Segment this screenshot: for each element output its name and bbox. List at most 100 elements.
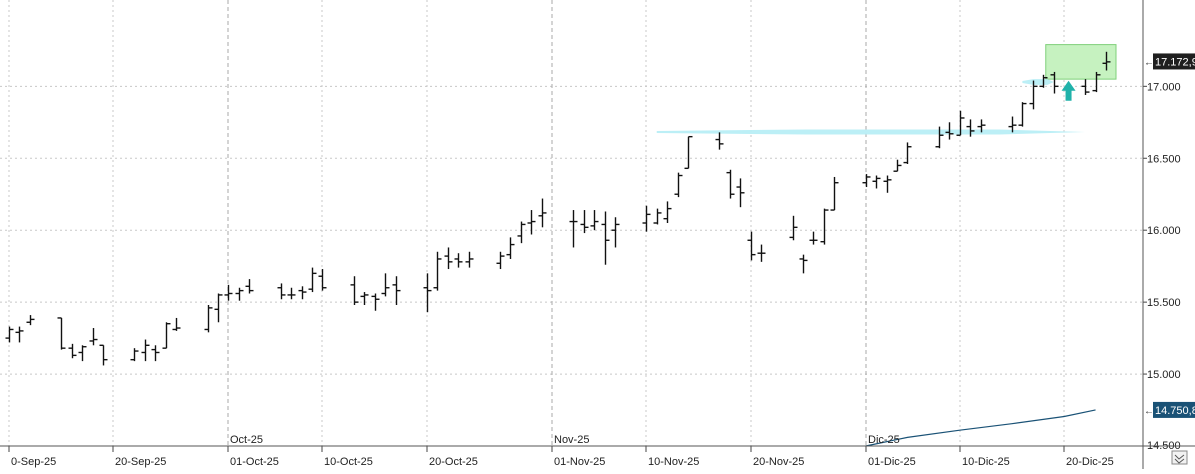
ohlc-bar (538, 198, 547, 228)
ohlc-bar (26, 315, 35, 326)
ohlc-bar (245, 279, 254, 294)
x-tick-label: 10-Nov-25 (648, 456, 699, 468)
support-zone (656, 129, 1086, 135)
ohlc-bar (966, 119, 975, 137)
ohlc-bar (862, 174, 871, 188)
ohlc-bar (444, 247, 453, 270)
moving-average-tag-pointer: ← (1144, 406, 1154, 417)
ohlc-bar (224, 284, 233, 301)
ohlc-bar (433, 251, 442, 291)
ohlc-bar (590, 210, 599, 231)
ohlc-bar (214, 293, 223, 323)
highlight-box (1045, 44, 1117, 80)
x-tick-label: 01-Nov-25 (554, 456, 605, 468)
ohlc-bar (642, 205, 651, 232)
ohlc-bar (162, 322, 171, 349)
ohlc-bar (5, 326, 14, 343)
x-tick-label: 10-Oct-25 (324, 456, 373, 468)
ohlc-bar (674, 172, 683, 198)
last-price-tag: ← 17.172,9 (1144, 53, 1195, 70)
moving-average-tag-label: 14.750,8 (1155, 405, 1195, 417)
ohlc-bar (945, 122, 954, 140)
ohlc-bar (820, 208, 829, 245)
moving-average-tag-box (1153, 401, 1195, 418)
moving-average-line (865, 409, 1096, 447)
last-price-tag-box (1153, 53, 1195, 70)
ohlc-bar (371, 293, 380, 311)
ohlc-bar (893, 159, 902, 172)
ohlc-bar (830, 176, 839, 211)
scale-toggle-icon-box (1171, 450, 1188, 465)
y-tick-label: 15.500 (1147, 297, 1181, 309)
ohlc-bar (903, 142, 912, 165)
ohlc-bar (1008, 116, 1017, 133)
ohlc-bar (360, 292, 369, 306)
ohlc-bar (1018, 102, 1027, 127)
ohlc-bar (350, 276, 359, 306)
ohlc-bar (68, 343, 77, 359)
ohlc-bar (1050, 71, 1059, 94)
ohlc-bar (89, 328, 98, 346)
ohlc-bar (1029, 80, 1038, 110)
ohlc-bar (151, 345, 160, 362)
ohlc-bar (809, 231, 818, 245)
y-tick-label: 17.000 (1147, 81, 1181, 93)
x-tick-label: 20-Oct-25 (429, 456, 478, 468)
ohlc-bar (883, 175, 892, 193)
ohlc-bar (653, 208, 662, 225)
ohlc-bar (204, 305, 213, 333)
resistance-zone (1022, 79, 1054, 85)
month-label: Nov-25 (554, 434, 589, 446)
ohlc-bar (684, 135, 693, 170)
ohlc-bar (277, 283, 286, 300)
ohlc-bar (1092, 71, 1101, 93)
ohlc-bar (506, 237, 515, 259)
ohlc-bar (715, 132, 724, 150)
ohlc-bar (956, 110, 965, 136)
ohlc-bar (611, 217, 620, 248)
ohlc-bar (141, 339, 150, 362)
ohlc-bar (172, 317, 181, 331)
y-tick-label: 15.000 (1147, 369, 1181, 381)
scale-toggle-icon-glyph (1174, 454, 1185, 464)
ohlc-bar (527, 210, 536, 235)
ohlc-bar (580, 210, 589, 234)
ohlc-bar (130, 348, 139, 362)
ohlc-bar (736, 178, 745, 208)
scale-toggle-icon (1171, 450, 1188, 465)
ohlc-bar (454, 253, 463, 268)
ohlc-bar (99, 344, 108, 366)
ohlc-bar (726, 169, 735, 199)
ohlc-bar (569, 210, 578, 248)
month-label: Oct-25 (230, 434, 263, 446)
ohlc-bar (517, 221, 526, 244)
ohlc-bar (1039, 74, 1048, 88)
ohlc-bar (757, 244, 766, 262)
ohlc-bar (496, 251, 505, 270)
last-price-tag-label: 17.172,9 (1155, 56, 1195, 68)
moving-average-tag: ← 14.750,8 (1144, 401, 1195, 418)
ohlc-bar (977, 119, 986, 133)
ohlc-bar (298, 286, 307, 300)
ohlc-bar (392, 276, 401, 306)
ohlc-bar (235, 287, 244, 301)
ohlc-bar (601, 211, 610, 265)
ohlc-bar (747, 231, 756, 261)
x-tick-label: 01-Dic-25 (868, 456, 916, 468)
ohlc-bar (1081, 79, 1090, 95)
ohlc-bar (465, 251, 474, 268)
ohlc-bar (872, 175, 881, 189)
ohlc-bar (789, 215, 798, 241)
y-tick-label: 16.500 (1147, 153, 1181, 165)
x-tick-label: 20-Sep-25 (115, 456, 166, 468)
ohlc-bar (799, 254, 808, 274)
up-arrow-icon (1061, 80, 1076, 101)
ohlc-bar (287, 287, 296, 300)
x-tick-label: 10-Dic-25 (962, 456, 1010, 468)
last-price-tag-pointer: ← (1144, 57, 1154, 68)
ohlc-bar (423, 273, 432, 313)
ohlc-bar (1102, 51, 1111, 71)
ohlc-bar (935, 126, 944, 149)
